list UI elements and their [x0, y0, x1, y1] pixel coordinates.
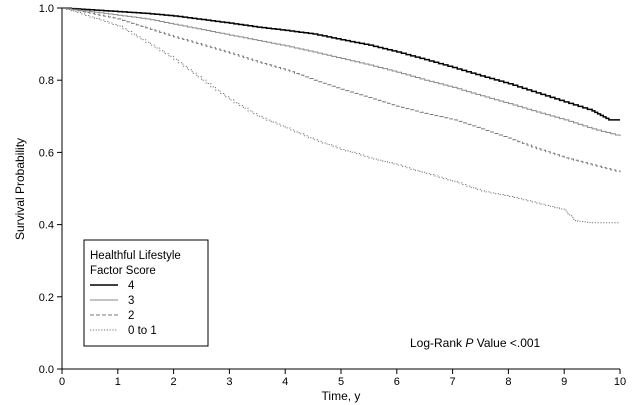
- y-tick-label: 1.0: [39, 3, 54, 15]
- annotation-suffix: Value <.001: [473, 336, 540, 350]
- annotation-p: P: [465, 336, 473, 350]
- series-line-3: [62, 7, 621, 137]
- legend-label: 4: [128, 280, 135, 292]
- y-tick-label: 0.8: [39, 75, 54, 87]
- series-line-2: [62, 7, 621, 173]
- x-tick-label: 6: [394, 376, 400, 388]
- y-tick-label: 0.2: [39, 292, 54, 304]
- legend-box: [83, 239, 209, 347]
- x-tick-label: 1: [115, 376, 121, 388]
- annotation-prefix: Log-Rank: [410, 336, 465, 350]
- legend-label: 2: [128, 310, 134, 322]
- y-tick-label: 0.4: [39, 220, 54, 232]
- legend-label: 3: [128, 295, 134, 307]
- y-axis-ticks: 0.0 0.2 0.4 0.6 0.8 1.0: [39, 3, 62, 376]
- series-line-4: [62, 7, 620, 121]
- x-tick-label: 5: [338, 376, 344, 388]
- survival-curves: [62, 7, 621, 224]
- x-tick-label: 4: [282, 376, 288, 388]
- legend-label: 0 to 1: [128, 325, 157, 337]
- legend-items: 4 3 2 0 to 1: [90, 280, 157, 337]
- y-tick-label: 0.6: [39, 147, 54, 159]
- x-tick-label: 0: [59, 376, 65, 388]
- legend-title-line1: Healthful Lifestyle: [90, 250, 181, 262]
- x-tick-label: 7: [450, 376, 456, 388]
- y-tick-label: 0.0: [39, 364, 54, 376]
- x-tick-label: 10: [614, 376, 626, 388]
- legend-title-line2: Factor Score: [90, 265, 156, 277]
- x-tick-label: 3: [226, 376, 232, 388]
- x-axis-ticks: 0 1 2 3 4 5 6 7 8 9 10: [59, 369, 626, 388]
- legend: Healthful Lifestyle Factor Score 4 3 2 0 to…: [83, 239, 209, 347]
- x-tick-label: 9: [561, 376, 567, 388]
- y-axis-title: Survival Probability: [13, 138, 27, 240]
- log-rank-annotation: Log-Rank P Value <.001: [410, 336, 541, 350]
- series-line-0-to-1: [62, 7, 620, 224]
- x-axis-title: Time, y: [322, 389, 361, 403]
- x-tick-label: 8: [505, 376, 511, 388]
- x-tick-label: 2: [171, 376, 177, 388]
